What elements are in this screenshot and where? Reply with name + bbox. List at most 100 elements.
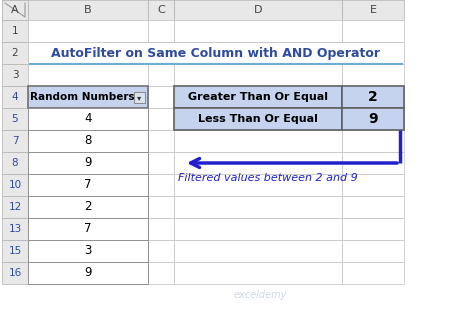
Bar [148,0,174,20]
Text: exceldemy: exceldemy [234,290,287,300]
Bar [2,218,28,240]
Bar [342,262,404,284]
Bar [174,42,342,64]
Bar [28,174,148,196]
Text: 4: 4 [12,92,18,102]
Bar [28,218,148,240]
Bar [148,240,174,262]
Text: 2: 2 [12,48,18,58]
Bar [28,0,148,20]
Bar [28,108,148,130]
Bar [342,20,404,42]
Bar [28,108,148,130]
Bar [28,218,148,240]
Bar [28,152,148,174]
Text: 7: 7 [12,136,18,146]
Bar [2,152,28,174]
Bar [2,174,28,196]
Bar [342,196,404,218]
Text: 3: 3 [12,70,18,80]
Bar [2,64,28,86]
Text: 9: 9 [368,112,378,126]
Bar [174,218,342,240]
Bar [2,262,28,284]
Text: 5: 5 [12,114,18,124]
Bar [2,130,28,152]
Text: 7: 7 [84,178,92,192]
Bar [148,20,174,42]
Bar [342,86,404,108]
Bar [2,86,28,108]
Bar [28,240,148,262]
Text: 2: 2 [84,200,92,214]
Text: ▾: ▾ [137,93,142,102]
Bar [148,42,174,64]
Bar [174,86,342,108]
Bar [174,240,342,262]
Bar [174,108,342,130]
Text: 2: 2 [368,90,378,104]
Bar [148,64,174,86]
Bar [174,86,342,108]
Text: A: A [11,5,19,15]
Bar [174,174,342,196]
Bar [148,174,174,196]
Text: AutoFilter on Same Column with AND Operator: AutoFilter on Same Column with AND Opera… [52,47,381,59]
Bar [28,130,148,152]
Text: Random Numbers: Random Numbers [30,92,134,102]
Text: C: C [157,5,165,15]
Text: 9: 9 [84,156,92,170]
Text: 3: 3 [84,244,91,257]
Bar [2,42,28,64]
Bar [174,196,342,218]
Text: 4: 4 [84,113,92,126]
Bar [28,262,148,284]
Text: 13: 13 [9,224,22,234]
Bar [148,108,174,130]
Bar [2,20,28,42]
Text: B: B [84,5,92,15]
Bar [148,130,174,152]
Bar [28,86,148,108]
Bar [2,0,28,20]
Text: 10: 10 [9,180,21,190]
Bar [342,108,404,130]
Text: Filtered values between 2 and 9: Filtered values between 2 and 9 [178,173,358,183]
Bar [342,174,404,196]
Bar [148,196,174,218]
Bar [28,64,148,86]
Bar [28,130,148,152]
Text: D: D [254,5,262,15]
Bar [342,64,404,86]
Bar [342,130,404,152]
Text: 1: 1 [12,26,18,36]
Bar [28,42,148,64]
Bar [148,86,174,108]
Bar [28,262,148,284]
Bar [148,152,174,174]
Text: Greater Than Or Equal: Greater Than Or Equal [188,92,328,102]
Text: 8: 8 [12,158,18,168]
Bar [2,0,28,20]
Bar [148,218,174,240]
Bar [28,42,404,64]
Bar [174,152,342,174]
Bar [342,108,404,130]
Bar [28,196,148,218]
Text: 9: 9 [84,266,92,279]
Text: 12: 12 [9,202,22,212]
Bar [148,262,174,284]
Bar [2,108,28,130]
Bar [28,174,148,196]
Bar [174,262,342,284]
Bar [174,0,342,20]
Text: Less Than Or Equal: Less Than Or Equal [198,114,318,124]
Bar [342,152,404,174]
Text: 15: 15 [9,246,22,256]
Bar [174,108,342,130]
Bar [342,240,404,262]
Bar [2,196,28,218]
Bar [28,86,148,108]
Bar [342,0,404,20]
Bar [174,130,342,152]
